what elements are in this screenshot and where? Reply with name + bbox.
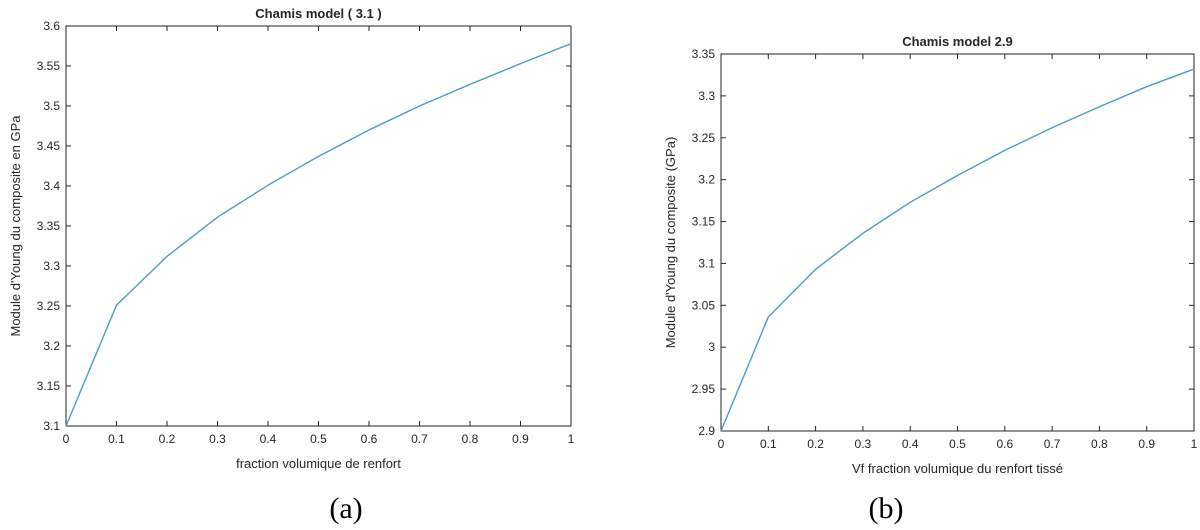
series-line — [65, 42, 572, 427]
y-tick-label: 3.6 — [43, 19, 60, 33]
chart-panel-b: 2.9 2.95 3 3.05 3.1 3.15 3.2 3.25 3.3 3.35 0 0.1 0.… — [663, 34, 1198, 525]
x-tick-label: 0.7 — [1044, 437, 1061, 451]
y-tick-label: 2.9 — [698, 424, 715, 438]
y-tick-label: 3.55 — [37, 59, 61, 73]
panel-caption: (b) — [869, 492, 904, 525]
y-axis-ticks: 3.1 3.15 3.2 3.25 3.3 3.35 3.4 3.45 3.5 3.55 3.6 — [37, 19, 571, 433]
y-tick-label: 2.95 — [692, 382, 716, 396]
y-tick-label: 3.1 — [43, 419, 60, 433]
y-tick-label: 3.3 — [43, 259, 60, 273]
y-tick-label: 3.05 — [692, 298, 716, 312]
y-tick-label: 3 — [708, 340, 715, 354]
x-tick-label: 0.9 — [1138, 437, 1155, 451]
chart-title: Chamis model ( 3.1 ) — [255, 6, 381, 21]
y-tick-label: 3.15 — [692, 215, 716, 229]
x-tick-label: 0.1 — [760, 437, 777, 451]
x-tick-label: 0 — [718, 437, 725, 451]
x-tick-label: 0 — [63, 432, 70, 446]
y-axis-ticks: 2.9 2.95 3 3.05 3.1 3.15 3.2 3.25 3.3 3.35 — [692, 47, 1194, 438]
y-axis-label: Module d'Young du composite en GPa — [8, 115, 23, 337]
x-tick-label: 0.6 — [361, 432, 378, 446]
y-tick-label: 3.25 — [692, 131, 716, 145]
y-tick-label: 3.2 — [43, 339, 60, 353]
x-tick-label: 0.9 — [512, 432, 529, 446]
x-axis-label: fraction volumique de renfort — [236, 456, 401, 471]
y-tick-label: 3.35 — [692, 47, 716, 61]
plot-frame — [720, 53, 1195, 432]
x-axis-ticks: 0 0.1 0.2 0.3 0.4 0.5 0.6 0.7 0.8 0.9 1 — [718, 54, 1198, 451]
plot-frame — [65, 25, 572, 427]
x-tick-label: 0.8 — [462, 432, 479, 446]
y-axis-label: Module d'Young du composite (GPa) — [663, 137, 678, 349]
x-tick-label: 1 — [1191, 437, 1198, 451]
x-tick-label: 0.6 — [996, 437, 1013, 451]
x-tick-label: 0.7 — [411, 432, 428, 446]
y-tick-label: 3.45 — [37, 139, 61, 153]
y-tick-label: 3.15 — [37, 379, 61, 393]
x-tick-label: 0.3 — [855, 437, 872, 451]
series-line — [720, 68, 1195, 432]
y-tick-label: 3.1 — [698, 256, 715, 270]
y-tick-label: 3.25 — [37, 299, 61, 313]
y-tick-label: 3.2 — [698, 173, 715, 187]
x-tick-label: 0.3 — [209, 432, 226, 446]
panel-caption: (a) — [329, 492, 362, 525]
x-tick-label: 1 — [568, 432, 575, 446]
x-tick-label: 0.2 — [807, 437, 824, 451]
chart-title: Chamis model 2.9 — [902, 34, 1013, 49]
y-tick-label: 3.3 — [698, 89, 715, 103]
y-tick-label: 3.35 — [37, 219, 61, 233]
x-axis-label: Vf fraction volumique du renfort tissé — [852, 461, 1063, 476]
y-tick-label: 3.5 — [43, 99, 60, 113]
x-tick-label: 0.1 — [108, 432, 125, 446]
x-tick-label: 0.5 — [310, 432, 327, 446]
x-tick-label: 0.4 — [902, 437, 919, 451]
x-tick-label: 0.4 — [260, 432, 277, 446]
x-tick-label: 0.8 — [1091, 437, 1108, 451]
chart-panel-a: 3.1 3.15 3.2 3.25 3.3 3.35 3.4 3.45 3.5 3.55 3.6 0… — [8, 6, 575, 525]
y-tick-label: 3.4 — [43, 179, 60, 193]
x-tick-label: 0.5 — [949, 437, 966, 451]
x-axis-ticks: 0 0.1 0.2 0.3 0.4 0.5 0.6 0.7 0.8 0.9 1 — [63, 26, 575, 446]
x-tick-label: 0.2 — [159, 432, 176, 446]
